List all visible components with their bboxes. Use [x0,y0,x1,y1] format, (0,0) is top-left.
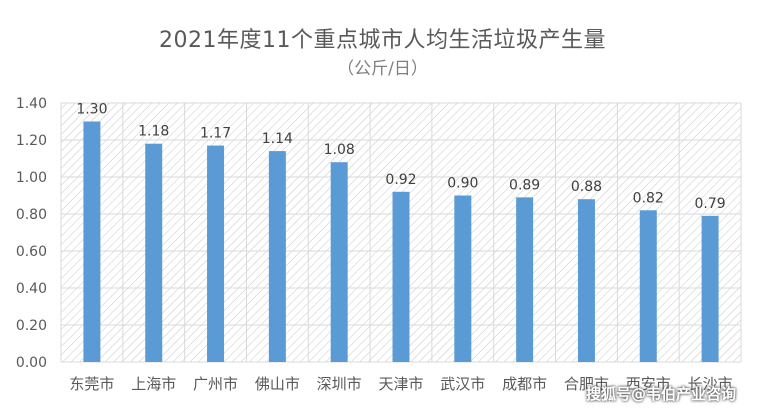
x-tick-label: 长沙市 [688,375,733,393]
x-tick-label: 广州市 [193,375,238,393]
x-tick-label: 天津市 [378,375,423,393]
y-tick-label: 1.40 [16,96,47,112]
y-tick-label: 1.20 [16,133,47,149]
y-tick-label: 1.00 [16,170,47,186]
bar [577,199,595,362]
watermark: 搜狐号@韦伯产业咨询 [586,385,737,403]
data-labels: 1.30 1.18 1.17 1.14 1.08 0.92 0.90 0.89 0.88 0.82… [76,102,725,212]
data-label: 1.18 [138,124,169,140]
data-label: 1.14 [262,131,293,147]
x-tick-label: 上海市 [131,375,176,393]
y-axis-ticks: 0.00 0.20 0.40 0.60 0.80 1.00 1.20 1.40 [16,96,47,371]
y-tick-label: 0.00 [16,355,47,371]
data-label: 1.30 [76,102,107,118]
x-axis-labels: 东莞市 上海市 广州市 佛山市 深圳市 天津市 武汉市 成都市 合肥市 西安市 长沙市 [69,375,732,393]
x-tick-label: 西安市 [626,375,671,393]
data-label: 0.90 [447,176,478,192]
y-tick-label: 0.80 [16,207,47,223]
bars [83,121,719,362]
x-tick-label: 武汉市 [440,375,485,393]
bar [83,121,101,362]
bar [268,151,286,362]
y-tick-label: 0.60 [16,244,47,260]
x-tick-label: 成都市 [502,375,547,393]
bar [330,162,348,362]
data-label: 0.92 [385,172,416,188]
data-label: 1.08 [324,142,355,158]
chart-title: 2021年度11个重点城市人均生活垃圾产生量 [159,28,606,53]
bar [516,197,534,362]
y-tick-label: 0.40 [16,281,47,297]
data-label: 1.17 [200,126,231,142]
x-tick-label: 佛山市 [255,375,300,393]
data-label: 0.89 [509,177,540,193]
bar [145,143,163,362]
bar [454,195,472,362]
data-label: 0.82 [633,190,664,206]
y-tick-label: 0.20 [16,318,47,334]
data-label: 0.88 [571,179,602,195]
bar [701,215,719,362]
x-tick-label: 合肥市 [564,375,609,393]
x-tick-label: 东莞市 [69,375,114,393]
bar [207,145,225,362]
bar [639,210,657,362]
data-label: 0.79 [695,196,726,212]
bar [392,191,410,362]
x-tick-label: 深圳市 [317,375,362,393]
chart-subtitle: （公斤/日） [337,59,428,79]
